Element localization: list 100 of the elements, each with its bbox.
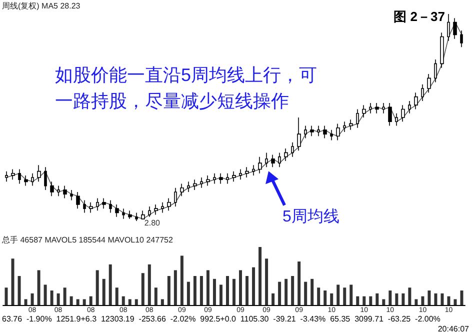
candlestick: [284, 148, 288, 162]
bar: [402, 293, 405, 305]
bar: [174, 270, 177, 305]
bar: [193, 276, 196, 305]
bar: [356, 296, 360, 305]
bar: [304, 282, 308, 305]
candlestick: [31, 172, 34, 186]
candlestick: [18, 168, 21, 184]
bar: [460, 290, 464, 305]
candlestick: [239, 168, 242, 180]
candlestick: [460, 30, 463, 48]
candlestick: [414, 92, 418, 110]
candlestick: [375, 102, 379, 114]
candlestick: [57, 185, 60, 197]
candlestick: [37, 164, 41, 182]
candlestick: [356, 108, 359, 128]
candlestick: [148, 206, 151, 218]
bar: [24, 299, 28, 305]
candlestick: [382, 102, 385, 114]
candlestick: [83, 200, 86, 214]
candlestick: [330, 130, 333, 141]
bar: [447, 296, 450, 305]
annotation: 2.80: [144, 218, 161, 228]
candlestick: [343, 121, 346, 132]
bar: [50, 290, 54, 305]
candlestick: [440, 32, 444, 68]
candlestick: [362, 104, 366, 118]
candlestick: [310, 125, 314, 137]
bar: [167, 276, 170, 305]
bar: [212, 278, 216, 305]
candlestick: [63, 185, 67, 199]
candlestick: [304, 125, 307, 139]
bar: [37, 270, 40, 305]
bar: [219, 284, 222, 305]
bar: [440, 293, 444, 305]
bar: [278, 282, 282, 305]
bar: [239, 270, 242, 305]
candlestick: [135, 212, 138, 222]
bar: [108, 264, 112, 305]
candlestick: [50, 181, 54, 197]
bar: [324, 290, 327, 305]
bar: [343, 288, 346, 305]
bar: [317, 288, 320, 305]
candlestick: [265, 152, 268, 168]
bar: [206, 270, 210, 305]
candlestick: [180, 183, 184, 197]
bar: [96, 270, 99, 305]
bar: [369, 296, 372, 305]
candlestick: [102, 198, 106, 209]
candlestick: [213, 172, 216, 184]
bar: [376, 293, 379, 305]
candlestick: [161, 202, 164, 214]
bar: [454, 299, 457, 305]
bar: [232, 278, 236, 305]
candlestick: [427, 74, 431, 94]
bar: [134, 299, 138, 305]
bar: [141, 273, 144, 305]
candlestick: [167, 198, 171, 212]
candlestick: [232, 170, 236, 182]
bar: [272, 293, 275, 305]
bar: [291, 276, 294, 305]
candlestick: [388, 102, 392, 126]
candlestick: [219, 172, 223, 184]
bar: [102, 278, 106, 305]
candlestick: [369, 102, 372, 114]
bar: [82, 299, 86, 305]
candlestick: [278, 152, 281, 168]
candlestick: [122, 208, 125, 220]
text: 总手 46587 MAVOL5 185544 MAVOL10 247752: [1, 236, 174, 244]
bar: [89, 296, 92, 305]
annotation: 5周均线: [282, 208, 340, 226]
bar: [421, 296, 424, 305]
bar: [434, 293, 438, 305]
bar: [310, 278, 314, 305]
chart-title: 图 2－37: [394, 9, 446, 24]
candlestick: [5, 170, 8, 182]
candlestick: [193, 179, 197, 190]
bar: [122, 296, 125, 305]
candlestick: [401, 104, 405, 122]
bar: [350, 284, 353, 305]
candlestick: [141, 210, 145, 220]
bar: [382, 299, 386, 305]
text: 63.76 -1.90% 1251.9+6.3 12303.19 -253.66 -2.02% 992.5+0.0 1105.30 -39.21 -3.43% 65.35 3099.71 -63.25 -2.00%: [2, 314, 440, 324]
bar: [115, 288, 118, 305]
bar: [284, 278, 288, 305]
bar: [63, 288, 66, 305]
bar: [148, 264, 151, 305]
candlestick: [89, 202, 93, 214]
candlestick: [200, 177, 203, 188]
bar: [200, 276, 203, 305]
bar: [258, 247, 262, 305]
candlestick: [154, 204, 158, 216]
candlestick: [187, 181, 190, 192]
bar: [428, 290, 431, 305]
candlestick: [24, 175, 28, 186]
candlestick: [291, 142, 294, 158]
candlestick: [421, 84, 424, 102]
candlestick: [44, 166, 47, 190]
candlestick: [349, 119, 353, 130]
candlestick: [395, 112, 398, 126]
